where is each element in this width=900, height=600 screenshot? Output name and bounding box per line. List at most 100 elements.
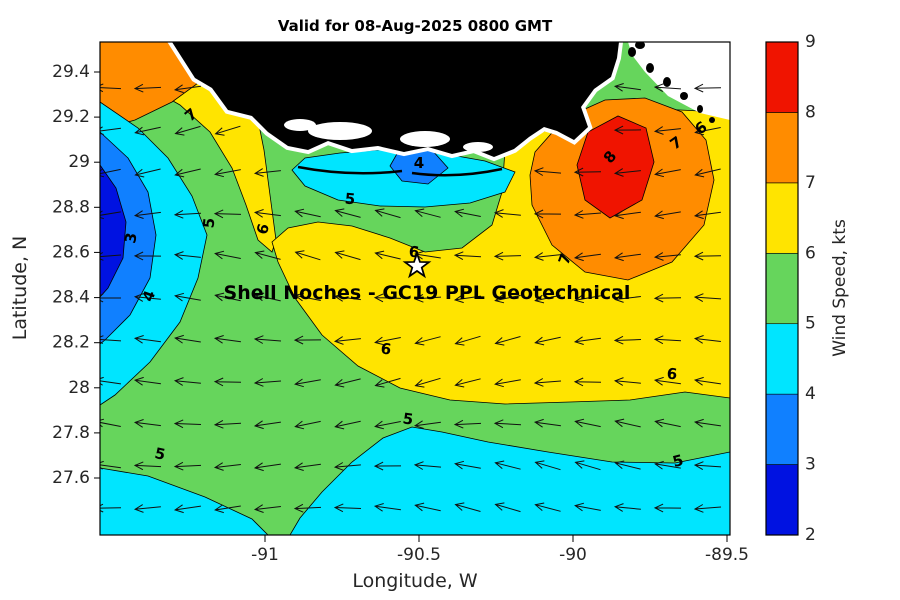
- wind-arrow-icon: [374, 336, 401, 346]
- wind-arrow-icon: [253, 462, 281, 472]
- wind-arrow-icon: [534, 336, 561, 346]
- wind-arrow-icon: [373, 461, 402, 471]
- colorbar-segment-4-5: [765, 323, 799, 395]
- wind-arrow-icon: [694, 168, 721, 178]
- contour-label-6: 6: [253, 222, 273, 237]
- wind-arrow-icon: [413, 293, 442, 303]
- colorbar-tick-3: 3: [805, 455, 816, 475]
- contour-label-6: 6: [408, 243, 420, 262]
- wind-arrow-icon: [173, 84, 201, 94]
- wind-arrow-icon: [693, 504, 722, 513]
- wind-arrow-icon: [414, 336, 441, 346]
- wind-arrow-icon: [294, 378, 321, 388]
- wind-arrow-icon: [613, 168, 641, 177]
- wind-arrow-icon: [173, 251, 201, 260]
- wind-arrow-icon: [653, 503, 682, 513]
- colorbar-tick-2: 2: [805, 525, 816, 545]
- wind-arrow-icon: [533, 418, 561, 428]
- contour-label-5: 5: [344, 190, 356, 209]
- x-tick-label--90: -90: [559, 545, 587, 565]
- wind-arrow-icon: [294, 208, 321, 218]
- wind-arrow-icon: [613, 503, 641, 512]
- wind-arrow-icon: [414, 377, 441, 388]
- contour-label-6: 6: [380, 339, 393, 358]
- wind-arrow-icon: [613, 210, 641, 220]
- colorbar-tick-8: 8: [805, 102, 816, 122]
- wind-arrow-icon: [254, 292, 281, 302]
- colorbar-frame: [765, 41, 799, 536]
- contour-label-3: 3: [121, 231, 141, 244]
- wind-arrow-icon: [493, 209, 521, 218]
- wind-arrow-icon: [214, 504, 241, 514]
- wind-arrow-icon: [494, 336, 521, 346]
- wind-arrow-icon: [334, 378, 361, 388]
- wind-arrow-icon: [253, 335, 282, 344]
- colorbar-segment-8-9: [765, 41, 799, 113]
- wind-arrow-icon: [414, 208, 441, 218]
- wind-arrow-icon: [133, 419, 161, 428]
- plot-frame: [99, 41, 731, 536]
- wind-arrow-icon: [653, 335, 682, 345]
- colorbar: [765, 41, 799, 536]
- wind-arrow-icon: [613, 252, 641, 262]
- wind-arrow-icon: [214, 125, 241, 136]
- wind-arrow-icon: [534, 294, 561, 304]
- wind-arrow-icon: [494, 378, 521, 388]
- wind-arrow-icon: [574, 418, 601, 428]
- wind-arrow-icon: [533, 252, 561, 261]
- wind-arrow-icon: [333, 336, 361, 345]
- wind-arrow-icon: [214, 250, 241, 260]
- wind-arrow-icon: [213, 377, 242, 387]
- wind-arrow-icon: [294, 250, 321, 261]
- wind-arrow-icon: [293, 335, 322, 345]
- colorbar-segment-7-8: [765, 112, 799, 184]
- wind-arrow-icon: [174, 125, 201, 136]
- colorbar-tick-9: 9: [805, 32, 816, 52]
- wind-arrow-icon: [374, 420, 401, 430]
- wind-arrow-icon: [134, 126, 161, 136]
- wind-arrow-icon: [613, 335, 642, 345]
- wind-arrow-icon: [533, 167, 562, 176]
- wind-arrow-icon: [174, 334, 201, 344]
- wind-arrow-field: [100, 83, 722, 514]
- site-annotation-label: Shell Noches - GC19 PPL Geotechnical: [224, 282, 631, 304]
- contour-label-6: 6: [666, 365, 678, 384]
- y-tick-label-28.8: 28.8: [52, 197, 90, 217]
- wind-arrow-icon: [173, 461, 202, 471]
- wind-arrow-icon: [173, 209, 202, 219]
- contour-label-5: 5: [671, 451, 686, 471]
- wind-arrow-icon: [654, 460, 681, 470]
- x-tick-label--89.5: -89.5: [705, 545, 749, 565]
- wind-arrow-icon: [693, 335, 721, 344]
- wind-arrow-icon: [693, 418, 721, 428]
- wind-arrow-icon: [493, 419, 522, 429]
- barrier-islands: [297, 165, 503, 177]
- wind-arrow-icon: [613, 125, 642, 135]
- wind-arrow-icon: [653, 293, 682, 303]
- wind-arrow-icon: [213, 462, 241, 471]
- contour-region-darkblue-minimum: [100, 164, 127, 298]
- wind-arrow-icon: [654, 418, 681, 428]
- wind-arrow-icon: [133, 504, 161, 513]
- wind-arrow-icon: [253, 209, 281, 218]
- wind-arrow-icon: [533, 209, 562, 219]
- colorbar-tick-6: 6: [805, 243, 816, 263]
- wind-arrow-icon: [694, 126, 721, 136]
- wind-arrow-icon: [653, 83, 682, 93]
- offshore-islands: [628, 42, 715, 123]
- wind-arrow-icon: [494, 460, 521, 470]
- y-tick-label-29: 29: [68, 152, 90, 172]
- wind-arrow-icon: [213, 419, 242, 429]
- y-tick-label-29.2: 29.2: [52, 107, 90, 127]
- colorbar-label: Wind Speed, kts: [830, 219, 850, 357]
- figure-title: Valid for 08-Aug-2025 0800 GMT: [278, 17, 553, 35]
- colorbar-tick-4: 4: [805, 384, 816, 404]
- wind-arrow-icon: [693, 293, 722, 303]
- wind-arrow-icon: [413, 420, 441, 429]
- wind-arrow-icon: [533, 378, 562, 387]
- wind-arrow-icon: [414, 250, 441, 260]
- contour-label-5: 5: [153, 444, 167, 464]
- wind-arrow-icon: [213, 335, 241, 344]
